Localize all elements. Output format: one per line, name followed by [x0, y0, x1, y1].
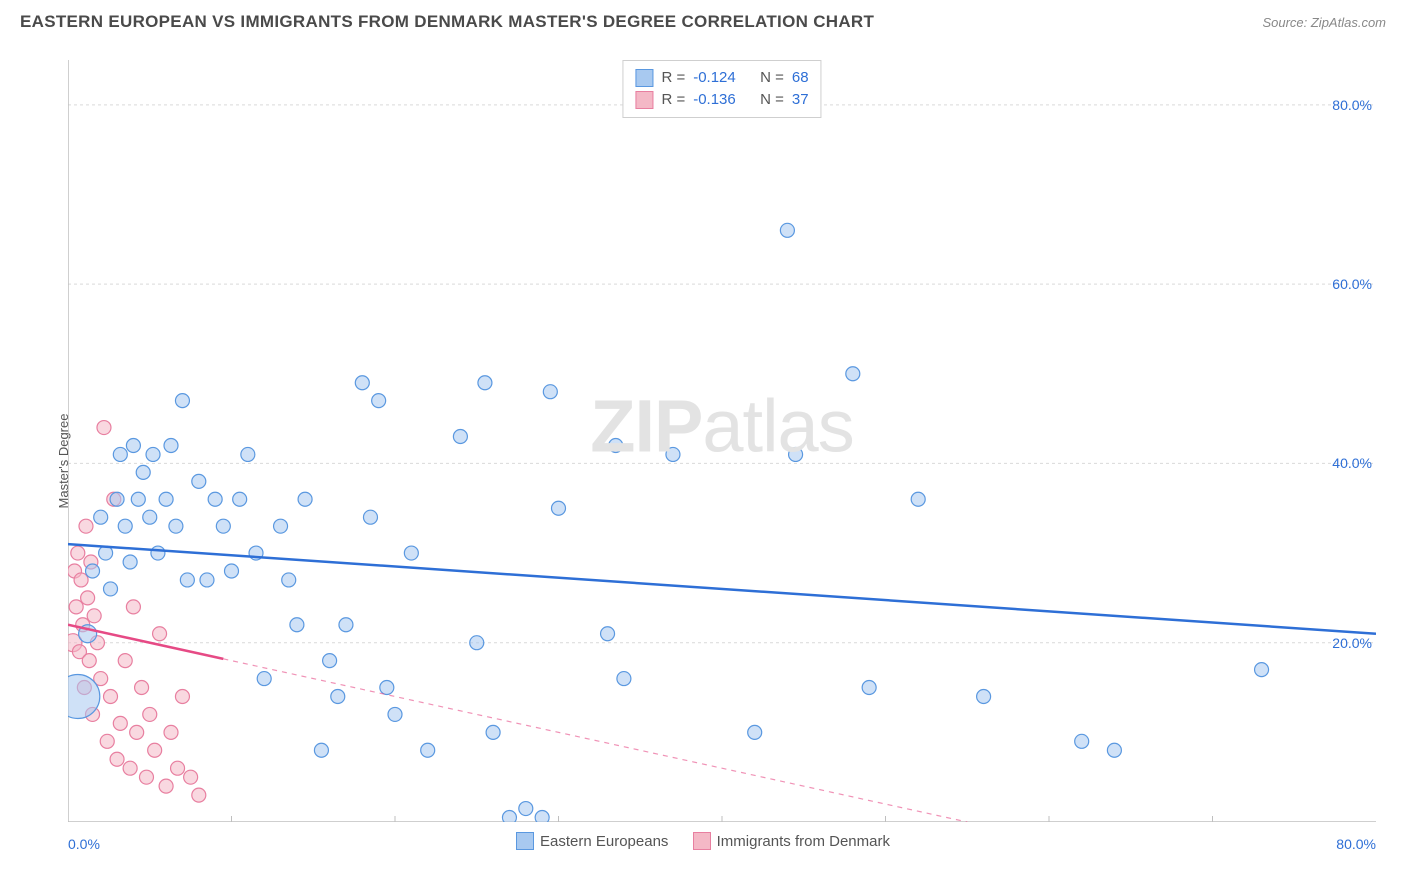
legend-row-series1: R = -0.124 N = 68 [635, 67, 808, 89]
title-bar: EASTERN EUROPEAN VS IMMIGRANTS FROM DENM… [0, 0, 1406, 40]
n-value-series1: 68 [792, 67, 809, 89]
r-value-series1: -0.124 [693, 67, 736, 89]
legend-label-series1: Eastern Europeans [540, 833, 668, 850]
n-value-series2: 37 [792, 89, 809, 111]
swatch-series1-bottom [516, 832, 534, 850]
legend-item-series1: Eastern Europeans [516, 832, 668, 850]
legend-label-series2: Immigrants from Denmark [717, 833, 890, 850]
swatch-series2-bottom [693, 832, 711, 850]
y-tick-label: 40.0% [1332, 455, 1372, 471]
legend-correlation-box: R = -0.124 N = 68 R = -0.136 N = 37 [622, 60, 821, 118]
chart-area: Master's Degree ZIPatlas R = -0.124 N = … [20, 50, 1386, 872]
r-value-series2: -0.136 [693, 89, 736, 111]
source-attribution: Source: ZipAtlas.com [1262, 15, 1386, 30]
y-tick-label: 80.0% [1332, 97, 1372, 113]
legend-row-series2: R = -0.136 N = 37 [635, 89, 808, 111]
y-tick-label: 60.0% [1332, 276, 1372, 292]
chart-title: EASTERN EUROPEAN VS IMMIGRANTS FROM DENM… [20, 12, 874, 32]
swatch-series2 [635, 91, 653, 109]
scatter-svg [68, 60, 1376, 822]
plot-region: ZIPatlas R = -0.124 N = 68 R = -0.136 N … [68, 60, 1376, 822]
legend-series: Eastern Europeans Immigrants from Denmar… [20, 832, 1386, 854]
y-tick-label: 20.0% [1332, 635, 1372, 651]
legend-item-series2: Immigrants from Denmark [693, 832, 890, 850]
swatch-series1 [635, 69, 653, 87]
